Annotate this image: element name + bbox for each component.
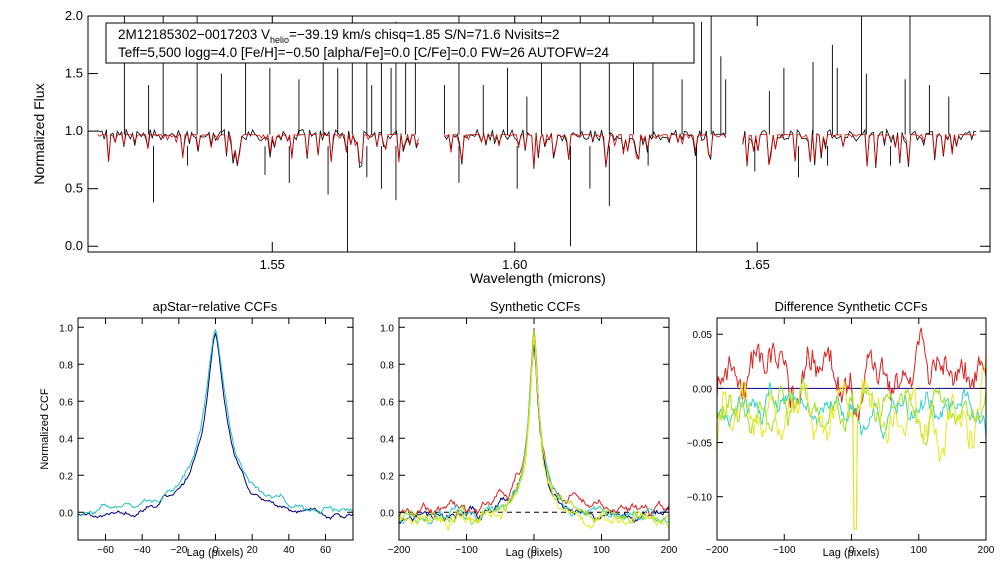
observed-spectrum-chip-2 [444, 128, 727, 169]
y-tick-label: 1.5 [65, 66, 83, 81]
apstar-ccf-data [77, 328, 354, 520]
x-tick-label: 60 [320, 545, 332, 556]
y-tick-label: 0.8 [380, 360, 394, 371]
model-spectrum-chip-2 [444, 133, 727, 167]
y-tick-label: 0.4 [59, 434, 73, 445]
star-id-text: 2M12185302−0017203 V [118, 27, 270, 42]
apstar-ccf-panel: apStar−relative CCFs −60 −40 −20 0 20 40 60 0.0… [39, 299, 354, 559]
difference-ccf-title: Difference Synthetic CCFs [775, 299, 928, 314]
model-2-line [398, 328, 670, 518]
x-tick-label: −40 [134, 545, 151, 556]
x-tick-label: 200 [978, 545, 995, 556]
x-tick-label: 0 [849, 545, 855, 556]
spectrum-x-label: Wavelength (microns) [470, 270, 606, 286]
synthetic-ccf-ticks: −200 −100 0 100 200 0.0 0.2 0.4 0.6 0.8 1.0 [380, 318, 678, 556]
x-tick-label: −100 [455, 545, 478, 556]
model-5-line [398, 336, 670, 532]
y-tick-label: 0.5 [65, 181, 83, 196]
model-3-line [398, 331, 670, 525]
spectrum-ticks: 1.55 1.60 1.65 0.0 0.5 1.0 1.5 2.0 [65, 8, 990, 272]
x-tick-label: 200 [661, 545, 678, 556]
diff-3-line [716, 382, 987, 439]
x-tick-label: −60 [97, 545, 114, 556]
stellar-params-text: =−39.19 km/s chisq=1.85 S/N=71.6 Nvisits… [289, 27, 560, 42]
diff-5-line [716, 351, 987, 530]
x-tick-label: −200 [706, 545, 729, 556]
y-tick-label: 0.0 [65, 238, 83, 253]
x-tick-label: −20 [170, 545, 187, 556]
x-tick-label: 0 [213, 545, 219, 556]
x-tick-label: 1.65 [745, 257, 770, 272]
y-tick-label: 0.6 [59, 397, 73, 408]
y-tick-label: 0.0 [59, 508, 73, 519]
x-tick-label: 0 [531, 545, 537, 556]
y-tick-label: 0.2 [380, 471, 394, 482]
synthetic-ccf-panel: Synthetic CCFs −200 −100 0 100 200 0.0 0.2 0.4 0… [380, 299, 678, 559]
spectrum-info-box [105, 22, 695, 64]
observed-spectrum-chip-1 [97, 128, 419, 169]
apstar-ccf-ticks: −60 −40 −20 0 20 40 60 0.0 0.2 0.4 0.6 0.8 1.0 [59, 318, 353, 556]
diff-2-line [716, 327, 987, 421]
y-tick-label: −0.10 [687, 493, 713, 504]
y-tick-label: 1.0 [380, 323, 394, 334]
apstar-ccf-y-label: Normalized CCF [39, 388, 51, 470]
apstar-ccf-x-label: Lag (pixels) [187, 547, 244, 559]
vhelio-subscript: helio [270, 35, 289, 45]
model-1-line [398, 344, 670, 525]
model-4-line [398, 330, 670, 526]
y-tick-label: 0.0 [380, 508, 394, 519]
y-tick-label: 0.00 [693, 384, 713, 395]
ccf-1-line [77, 332, 354, 520]
spectrum-info-line2: Teff=5,500 logg=4.0 [Fe/H]=−0.50 [alpha/… [118, 45, 610, 60]
x-tick-label: 1.55 [260, 257, 285, 272]
synthetic-ccf-title: Synthetic CCFs [490, 299, 581, 314]
y-tick-label: 1.0 [65, 123, 83, 138]
y-tick-label: 0.6 [380, 397, 394, 408]
x-tick-label: 1.60 [502, 257, 527, 272]
y-tick-label: 0.05 [693, 330, 713, 341]
y-tick-label: 1.0 [59, 323, 73, 334]
x-tick-label: −100 [773, 545, 796, 556]
synthetic-ccf-x-label: Lag (pixels) [506, 547, 563, 559]
spectrum-info-line1: 2M12185302−0017203 Vhelio=−39.19 km/s ch… [118, 27, 560, 45]
synthetic-ccf-axes-frame [398, 317, 670, 541]
y-tick-label: 0.8 [59, 360, 73, 371]
model-spectrum-chip-3 [742, 133, 977, 167]
spectrum-panel: 1.55 1.60 1.65 0.0 0.5 1.0 1.5 2.0 Wavelength (… [31, 8, 991, 286]
difference-ccf-ticks: −200 −100 0 100 200 0.05 0.00 −0.05 −0.10 [687, 318, 995, 556]
spectrum-axes-frame [87, 15, 991, 253]
diff-4-line [716, 377, 987, 530]
difference-ccf-x-label: Lag (pixels) [823, 547, 880, 559]
difference-ccf-data [716, 327, 987, 530]
x-tick-label: 20 [247, 545, 259, 556]
x-tick-label: 100 [593, 545, 610, 556]
synthetic-ccf-data [398, 328, 670, 532]
y-tick-label: 2.0 [65, 8, 83, 23]
y-tick-label: 0.2 [59, 471, 73, 482]
x-tick-label: −200 [388, 545, 411, 556]
spectrum-y-label: Normalized Flux [31, 83, 47, 184]
y-tick-label: 0.4 [380, 434, 394, 445]
x-tick-label: 100 [910, 545, 927, 556]
ccf-2-line [77, 328, 354, 516]
difference-ccf-panel: Difference Synthetic CCFs −200 −100 0 100 20… [687, 299, 995, 559]
apstar-ccf-title: apStar−relative CCFs [153, 299, 278, 314]
difference-ccf-axes-frame [716, 317, 987, 541]
x-tick-label: 40 [283, 545, 295, 556]
model-spectrum-chip-1 [97, 133, 419, 164]
y-tick-label: −0.05 [687, 439, 713, 450]
observed-spectrum-chip-3 [742, 128, 977, 169]
